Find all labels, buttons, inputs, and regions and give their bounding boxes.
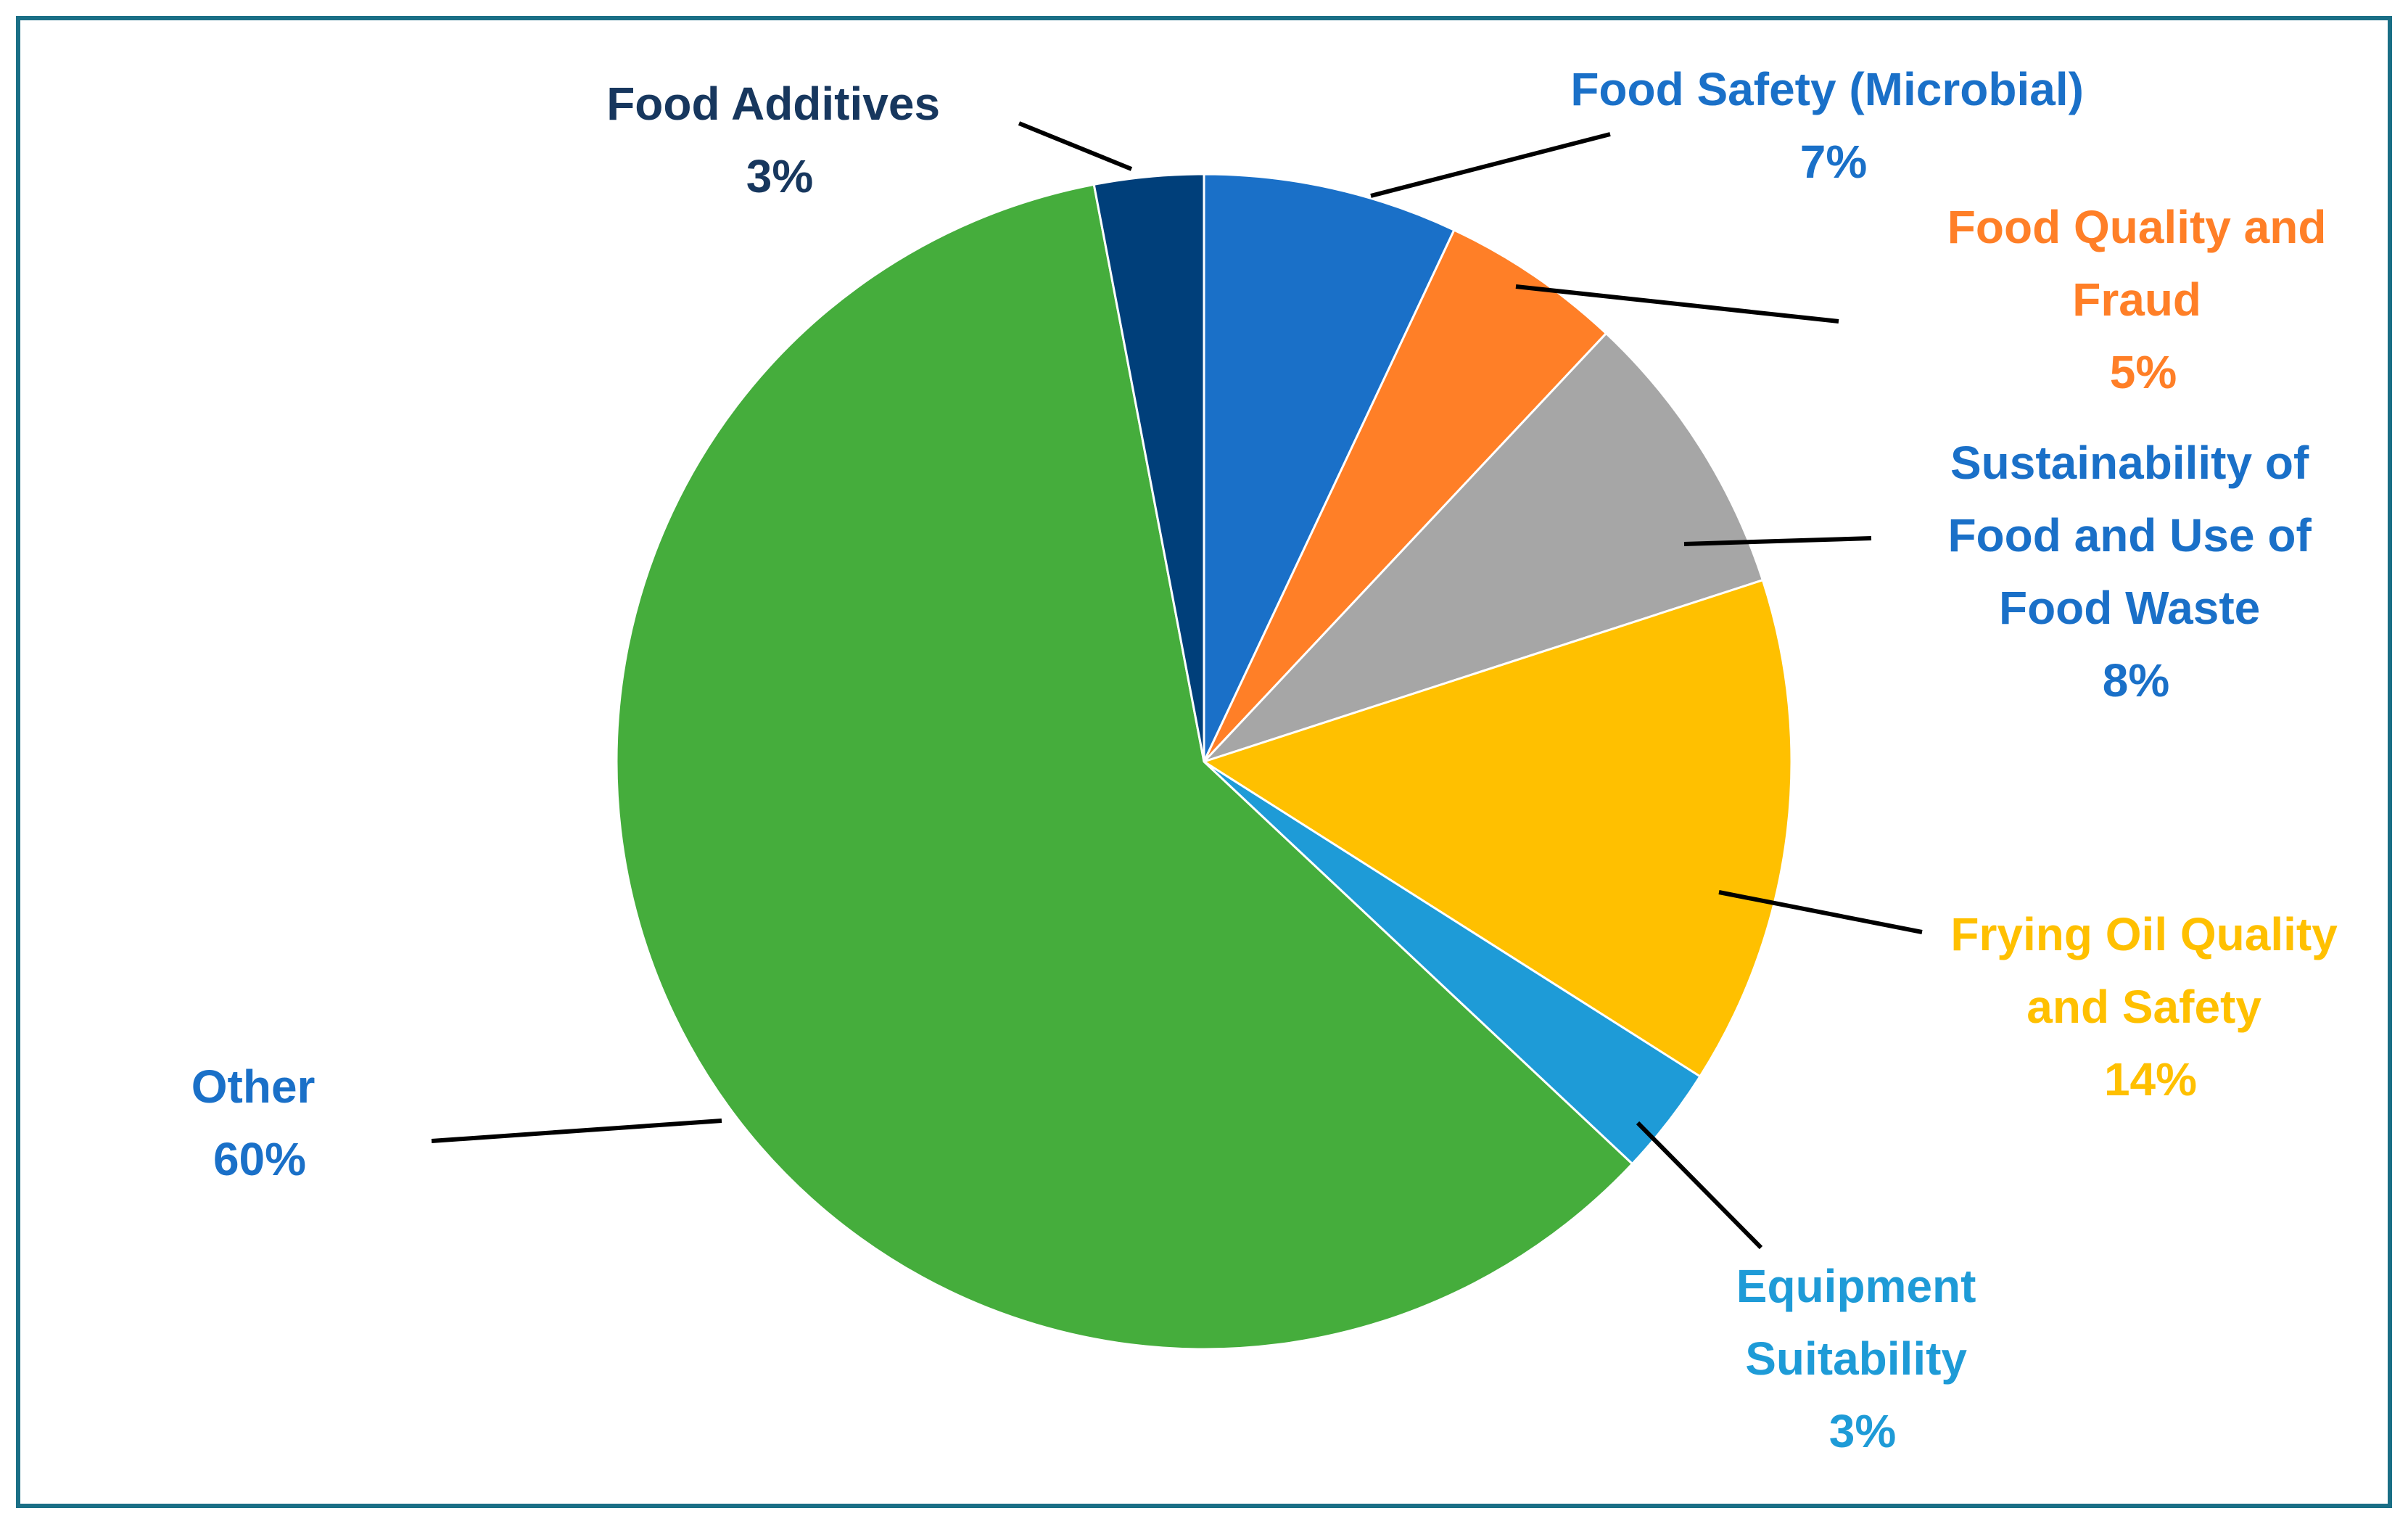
leader-line-food-quality xyxy=(1515,284,1839,324)
leader-line-food-safety xyxy=(1370,132,1611,198)
label-food-additives-percent: 3% xyxy=(746,150,814,202)
label-equipment-percent: 3% xyxy=(1829,1405,1897,1457)
label-equipment-line-1: Equipment xyxy=(1736,1260,1976,1312)
pie-slice-sustainability-of-food-and-use-of-food-waste xyxy=(1203,331,1765,763)
label-sustainability-percent: 8% xyxy=(2103,654,2170,707)
leader-line-sustainability xyxy=(1683,536,1872,546)
label-food-additives-line-1: Food Additives xyxy=(606,78,940,130)
pie-labels: Food Safety (Microbial) 7% Food Quality … xyxy=(191,63,2350,1457)
label-food-quality-percent: 5% xyxy=(2110,346,2177,398)
label-sustainability: Sustainability of Food and Use of Food W… xyxy=(1947,437,2324,707)
pie-slice-other xyxy=(615,183,1634,1351)
pie-slices xyxy=(615,173,1793,1351)
label-food-quality-line-1: Food Quality and xyxy=(1947,201,2327,253)
label-food-safety-percent: 7% xyxy=(1800,136,1868,188)
leader-line-food-additives xyxy=(1018,121,1133,171)
leader-line-frying-oil xyxy=(1718,890,1923,934)
label-food-safety-line-1: Food Safety (Microbial) xyxy=(1570,63,2084,115)
label-sustainability-line-1: Sustainability of xyxy=(1950,437,2309,489)
pie-slice-food-safety-microbial xyxy=(1203,173,1456,762)
leader-line-other xyxy=(431,1119,722,1143)
label-other-percent: 60% xyxy=(213,1133,306,1185)
label-frying-oil-line-1: Frying Oil Quality xyxy=(1950,908,2338,960)
label-food-quality-line-2: Fraud xyxy=(2072,273,2201,326)
label-other: Other 60% xyxy=(191,1060,328,1185)
label-equipment-line-2: Suitability xyxy=(1745,1333,1967,1385)
label-food-safety: Food Safety (Microbial) 7% xyxy=(1570,63,2096,188)
label-food-quality: Food Quality and Fraud 5% xyxy=(1947,201,2339,398)
leader-line-equipment xyxy=(1636,1121,1763,1250)
pie-slice-food-quality-and-fraud xyxy=(1203,228,1608,763)
label-frying-oil: Frying Oil Quality and Safety 14% xyxy=(1950,908,2350,1105)
label-other-line-1: Other xyxy=(191,1060,316,1113)
pie-slice-food-additives xyxy=(1092,173,1205,762)
label-equipment: Equipment Suitability 3% xyxy=(1736,1260,1989,1457)
label-frying-oil-line-2: and Safety xyxy=(2026,981,2261,1033)
leader-lines xyxy=(431,121,1923,1250)
label-sustainability-line-2: Food and Use of xyxy=(1947,509,2312,561)
label-food-additives: Food Additives 3% xyxy=(606,78,953,202)
label-sustainability-line-3: Food Waste xyxy=(1999,582,2260,634)
pie-slice-frying-oil-quality-and-safety xyxy=(1201,578,1793,1079)
label-frying-oil-percent: 14% xyxy=(2104,1053,2197,1105)
